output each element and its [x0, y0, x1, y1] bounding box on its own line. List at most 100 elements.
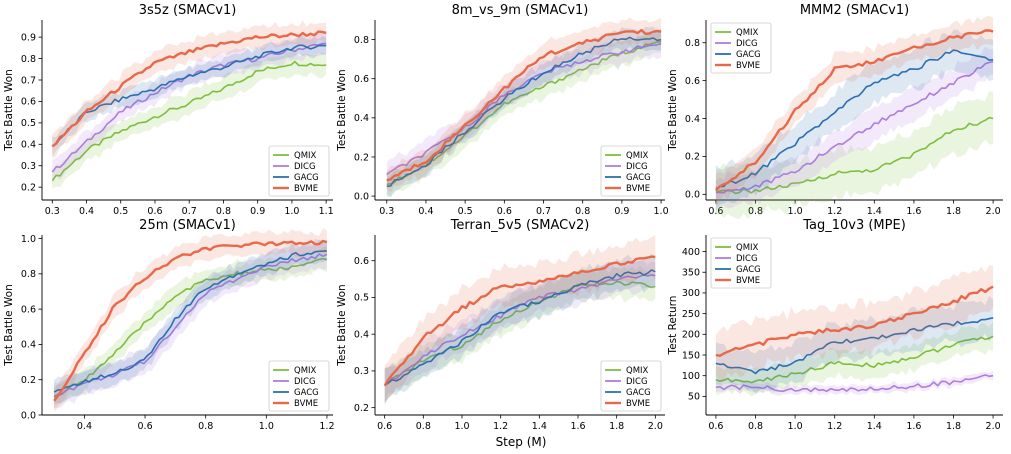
chart-title: MMM2 (SMACv1): [800, 3, 909, 18]
x-tick-label: 1.6: [906, 421, 921, 432]
series-line-bvme: [51, 30, 327, 148]
legend-label-bvme: BVME: [626, 184, 650, 194]
y-tick-label: 250: [682, 309, 700, 320]
x-tick-label: 2.0: [986, 421, 1001, 432]
legend-label-bvme: BVME: [736, 61, 760, 71]
y-tick-label: 0.0: [685, 190, 700, 201]
series-line-bvme: [386, 28, 662, 182]
y-tick-label: 100: [682, 371, 700, 382]
x-tick-label: 1.6: [570, 421, 585, 432]
series-band-bvme: [52, 20, 327, 159]
series-band-bvme: [384, 234, 656, 407]
y-tick-label: 0.6: [685, 76, 700, 87]
legend-box: [710, 22, 772, 74]
series-line-dicg: [54, 253, 328, 397]
x-tick-label: 0.8: [198, 421, 213, 432]
y-tick-label: 0.3: [21, 161, 36, 172]
x-tick-label: 1.6: [906, 206, 921, 217]
y-tick-label: 0.0: [21, 410, 36, 421]
legend-label-qmix: QMIX: [736, 28, 759, 38]
x-tick-label: 2.0: [986, 206, 1001, 217]
x-tick-label: 1.0: [788, 206, 803, 217]
x-tick-label: 0.4: [77, 421, 92, 432]
y-tick-label: 0.6: [21, 304, 36, 315]
x-tick-label: 1.0: [788, 421, 803, 432]
legend-label-gacg: GACG: [736, 265, 761, 275]
y-tick-label: 0.8: [21, 54, 36, 65]
x-tick-label: 0.6: [497, 206, 512, 217]
series-band-qmix: [384, 265, 656, 402]
series-line-dicg: [51, 42, 327, 173]
series-band-dicg: [386, 29, 662, 188]
x-tick-label: 1.4: [867, 206, 882, 217]
y-axis-label: Test Battle Won: [336, 284, 348, 366]
legend-label-gacg: GACG: [626, 173, 651, 183]
series-band-bvme: [54, 228, 327, 412]
y-tick-label: 0.8: [21, 269, 36, 280]
x-tick-label: 0.9: [250, 206, 265, 217]
y-tick-label: 0.5: [21, 118, 36, 129]
series-band-qmix: [386, 30, 662, 198]
legend-label-gacg: GACG: [626, 388, 651, 398]
chart-title: 3s5z (SMACv1): [139, 3, 237, 18]
legend-label-qmix: QMIX: [294, 151, 317, 161]
legend-label-qmix: QMIX: [294, 366, 317, 376]
series-line-qmix: [715, 335, 994, 384]
x-tick-label: 0.5: [113, 206, 128, 217]
legend-box: [600, 145, 662, 197]
y-axis-label: Test Battle Won: [3, 284, 15, 366]
legend-label-dicg: DICG: [294, 162, 316, 172]
series-line-dicg: [386, 42, 662, 176]
series-band-qmix: [715, 321, 994, 397]
y-tick-label: 150: [682, 350, 700, 361]
series-line-bvme: [715, 29, 994, 192]
series-line-qmix: [715, 116, 994, 195]
series-line-gacg: [384, 269, 656, 387]
x-tick-label: 0.3: [379, 206, 394, 217]
legend-label-qmix: QMIX: [626, 151, 649, 161]
y-tick-label: 0.4: [21, 140, 36, 151]
x-tick-label: 1.8: [609, 421, 624, 432]
chart-panel-4: 25m (SMACv1) Test Battle Won 0.4 0.6 0.8 1.0 1…: [3, 218, 334, 432]
series-line-gacg: [51, 44, 327, 148]
x-tick-label: 1.2: [319, 421, 334, 432]
y-axis-label: Test Battle Won: [336, 69, 348, 151]
x-tick-label: 0.5: [458, 206, 473, 217]
y-tick-label: 0.6: [354, 74, 369, 85]
legend-label-bvme: BVME: [294, 184, 318, 194]
x-tick-label: 0.8: [748, 421, 763, 432]
y-tick-label: 200: [682, 330, 700, 341]
series-line-qmix: [384, 280, 656, 387]
y-tick-label: 0.4: [354, 113, 369, 124]
x-tick-label: 0.6: [708, 206, 723, 217]
x-tick-label: 0.6: [708, 421, 723, 432]
legend-label-dicg: DICG: [626, 377, 648, 387]
legend-label-qmix: QMIX: [626, 366, 649, 376]
x-tick-label: 0.6: [377, 421, 392, 432]
x-tick-label: 1.2: [827, 421, 842, 432]
x-tick-label: 1.2: [827, 206, 842, 217]
series-band-bvme: [715, 265, 994, 382]
x-tick-label: 0.8: [575, 206, 590, 217]
x-tick-label: 0.8: [748, 206, 763, 217]
x-tick-label: 2.0: [648, 421, 663, 432]
series-band-gacg: [54, 238, 327, 404]
series-band-gacg: [715, 29, 994, 213]
chart-title: 25m (SMACv1): [139, 218, 236, 233]
x-tick-label: 0.6: [147, 206, 162, 217]
series-band-gacg: [386, 26, 662, 197]
series-line-qmix: [51, 60, 327, 182]
series-line-bvme: [715, 285, 994, 357]
legend-label-qmix: QMIX: [736, 243, 759, 253]
x-tick-label: 0.6: [138, 421, 153, 432]
y-tick-label: 350: [682, 268, 700, 279]
x-tick-label: 0.8: [416, 421, 431, 432]
y-tick-label: 0.9: [21, 32, 36, 43]
series-band-qmix: [52, 48, 327, 189]
x-tick-label: 0.4: [79, 206, 94, 217]
series-band-dicg: [54, 239, 327, 409]
legend-box: [600, 360, 662, 412]
